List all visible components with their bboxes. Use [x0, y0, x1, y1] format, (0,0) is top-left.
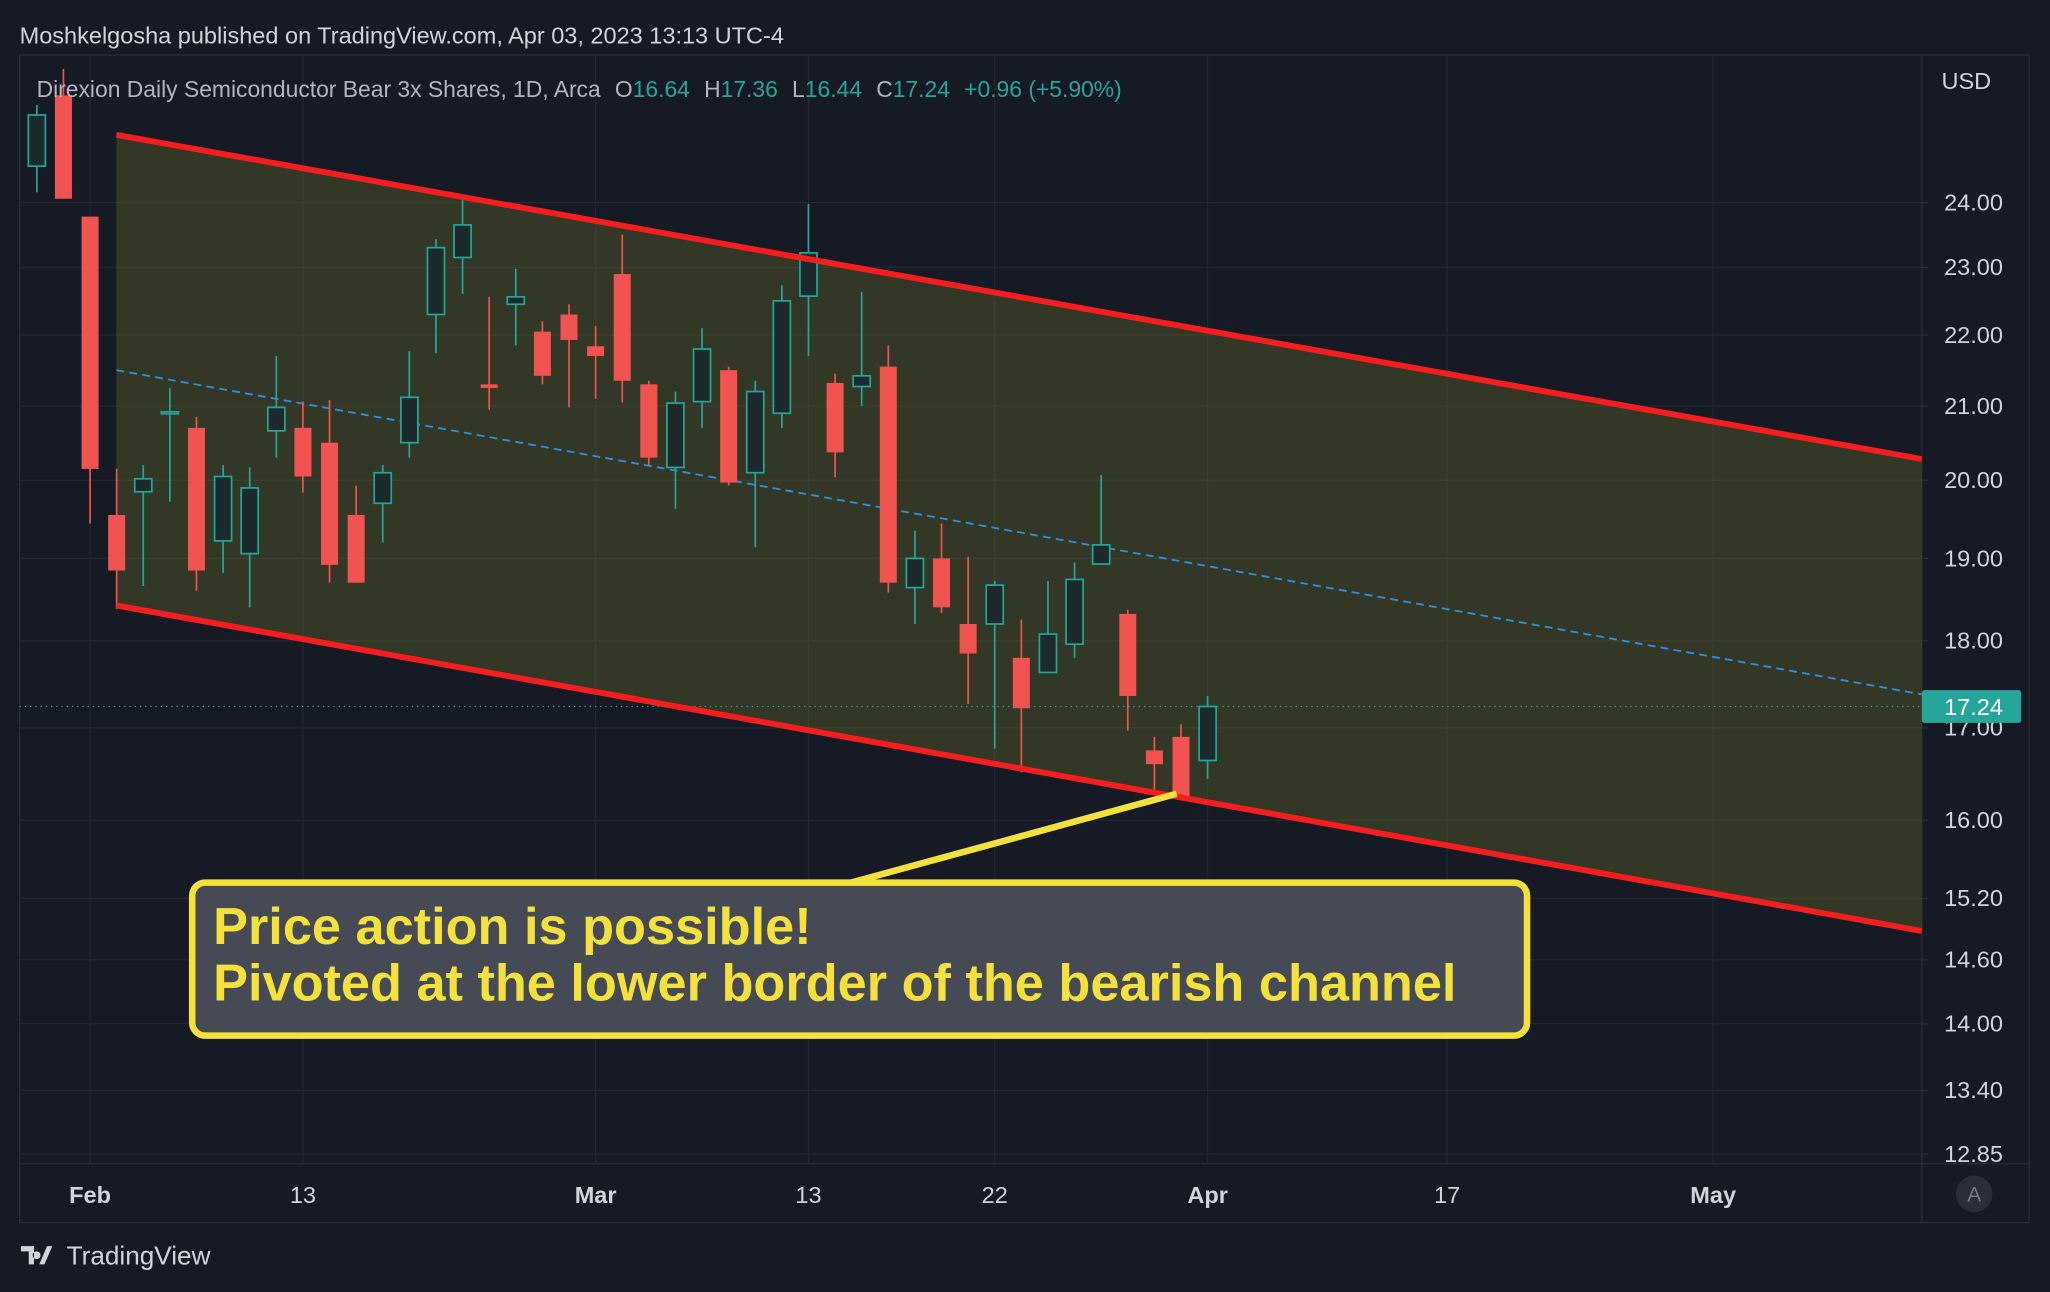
candle-body	[720, 370, 738, 483]
last-price-tag	[1921, 690, 2022, 723]
last-price-label: 17.24	[1944, 694, 2003, 720]
candle-body	[347, 514, 365, 583]
brand-name: TradingView	[67, 1240, 211, 1270]
candle-body	[1172, 736, 1190, 798]
candle-body	[613, 274, 631, 381]
candle-body	[399, 396, 419, 444]
callout-pointer	[835, 790, 1178, 890]
candle-body	[480, 384, 498, 388]
candle-body	[533, 331, 551, 376]
candle-body	[160, 410, 180, 415]
y-tick-label: 16.00	[1944, 807, 2003, 833]
auto-scale-label[interactable]: A	[1967, 1184, 1981, 1207]
x-tick-label: 22	[982, 1182, 1008, 1208]
candle-body	[54, 95, 72, 199]
currency-label: USD	[1941, 68, 1991, 94]
y-tick-label: 18.00	[1944, 628, 2003, 654]
symbol-name: Direxion Daily Semiconductor Bear 3x Sha…	[37, 76, 601, 102]
legend-key: C	[876, 76, 893, 102]
candle-body	[692, 348, 712, 403]
y-tick-label: 21.00	[1944, 393, 2003, 419]
candle-body	[959, 623, 977, 654]
legend-value: 16.64	[633, 76, 690, 102]
candle-body	[1038, 633, 1058, 674]
candle-body	[933, 558, 951, 608]
candle-body	[1119, 613, 1137, 696]
y-tick-label: 23.00	[1944, 254, 2003, 280]
candle-body	[81, 216, 99, 469]
brand-logo	[20, 1246, 53, 1265]
candle-body	[985, 584, 1005, 625]
x-tick-label: 17	[1434, 1182, 1460, 1208]
candle-body	[745, 390, 765, 474]
candle-body	[108, 514, 126, 571]
candle-body	[27, 114, 47, 168]
candle-body	[826, 382, 844, 453]
auto-scale-button[interactable]	[1955, 1175, 1993, 1213]
candle-body	[640, 384, 658, 458]
chart-frame	[18, 54, 2030, 1224]
candle-body	[1012, 657, 1030, 709]
callout-line: Price action is possible!	[213, 898, 812, 956]
candle-body	[560, 314, 578, 340]
x-tick-label: May	[1690, 1182, 1736, 1208]
candle-body	[373, 471, 393, 505]
y-tick-label: 22.00	[1944, 322, 2003, 348]
x-tick-label: 13	[290, 1182, 316, 1208]
channel-upper	[115, 131, 1922, 462]
candle-body	[321, 442, 339, 565]
candle-body	[1145, 750, 1163, 765]
candle-body	[294, 427, 312, 477]
candle-body	[213, 475, 233, 542]
legend-value: 17.36	[721, 76, 778, 102]
candle-body	[266, 406, 286, 432]
channel-borders	[115, 131, 1922, 934]
candle-body	[772, 300, 792, 415]
candle-body	[240, 487, 260, 555]
candle-body	[799, 252, 818, 297]
legend-key: H	[704, 76, 721, 102]
y-tick-label: 20.00	[1944, 467, 2003, 493]
legend-key: L	[792, 76, 805, 102]
candle-body	[1091, 544, 1111, 565]
y-tick-label: 13.40	[1944, 1077, 2003, 1103]
y-tick-label: 24.00	[1944, 189, 2003, 215]
legend-value: 17.24	[893, 76, 950, 102]
x-tick-label: 13	[795, 1182, 821, 1208]
publisher-line: Moshkelgosha published on TradingView.co…	[20, 22, 784, 48]
candle-body	[1198, 705, 1217, 762]
candles	[19, 68, 1922, 798]
x-tick-label: Apr	[1187, 1182, 1227, 1208]
candle-body	[506, 295, 526, 306]
candle-body	[1065, 578, 1084, 646]
y-tick-label: 14.00	[1944, 1010, 2003, 1036]
x-tick-label: Feb	[69, 1182, 111, 1208]
y-tick-label: 15.20	[1944, 885, 2003, 911]
candle-body	[852, 374, 872, 388]
candle-body	[905, 557, 925, 589]
candle-body	[133, 477, 153, 493]
callout-line: Pivoted at the lower border of the beari…	[213, 954, 1456, 1012]
y-tick-label: 14.60	[1944, 947, 2003, 973]
candle-body	[879, 366, 897, 583]
axis-labels: 24.0023.0022.0021.0020.0019.0018.0017.00…	[69, 189, 2022, 1208]
y-tick-label: 12.85	[1944, 1141, 2003, 1167]
symbol-legend: Direxion Daily Semiconductor Bear 3x Sha…	[37, 76, 1122, 102]
candle-body	[187, 427, 206, 571]
legend-change: +0.96 (+5.90%)	[964, 76, 1122, 102]
candle-body	[666, 402, 685, 469]
x-tick-label: Mar	[575, 1182, 617, 1208]
legend-value: 16.44	[805, 76, 862, 102]
candle-body	[453, 224, 472, 259]
callout-box	[188, 879, 1531, 1039]
channel-lower	[115, 602, 1922, 934]
legend-key: O	[615, 76, 633, 102]
candle-body	[426, 246, 446, 316]
y-tick-label: 19.00	[1944, 545, 2003, 571]
candle-body	[587, 346, 605, 357]
